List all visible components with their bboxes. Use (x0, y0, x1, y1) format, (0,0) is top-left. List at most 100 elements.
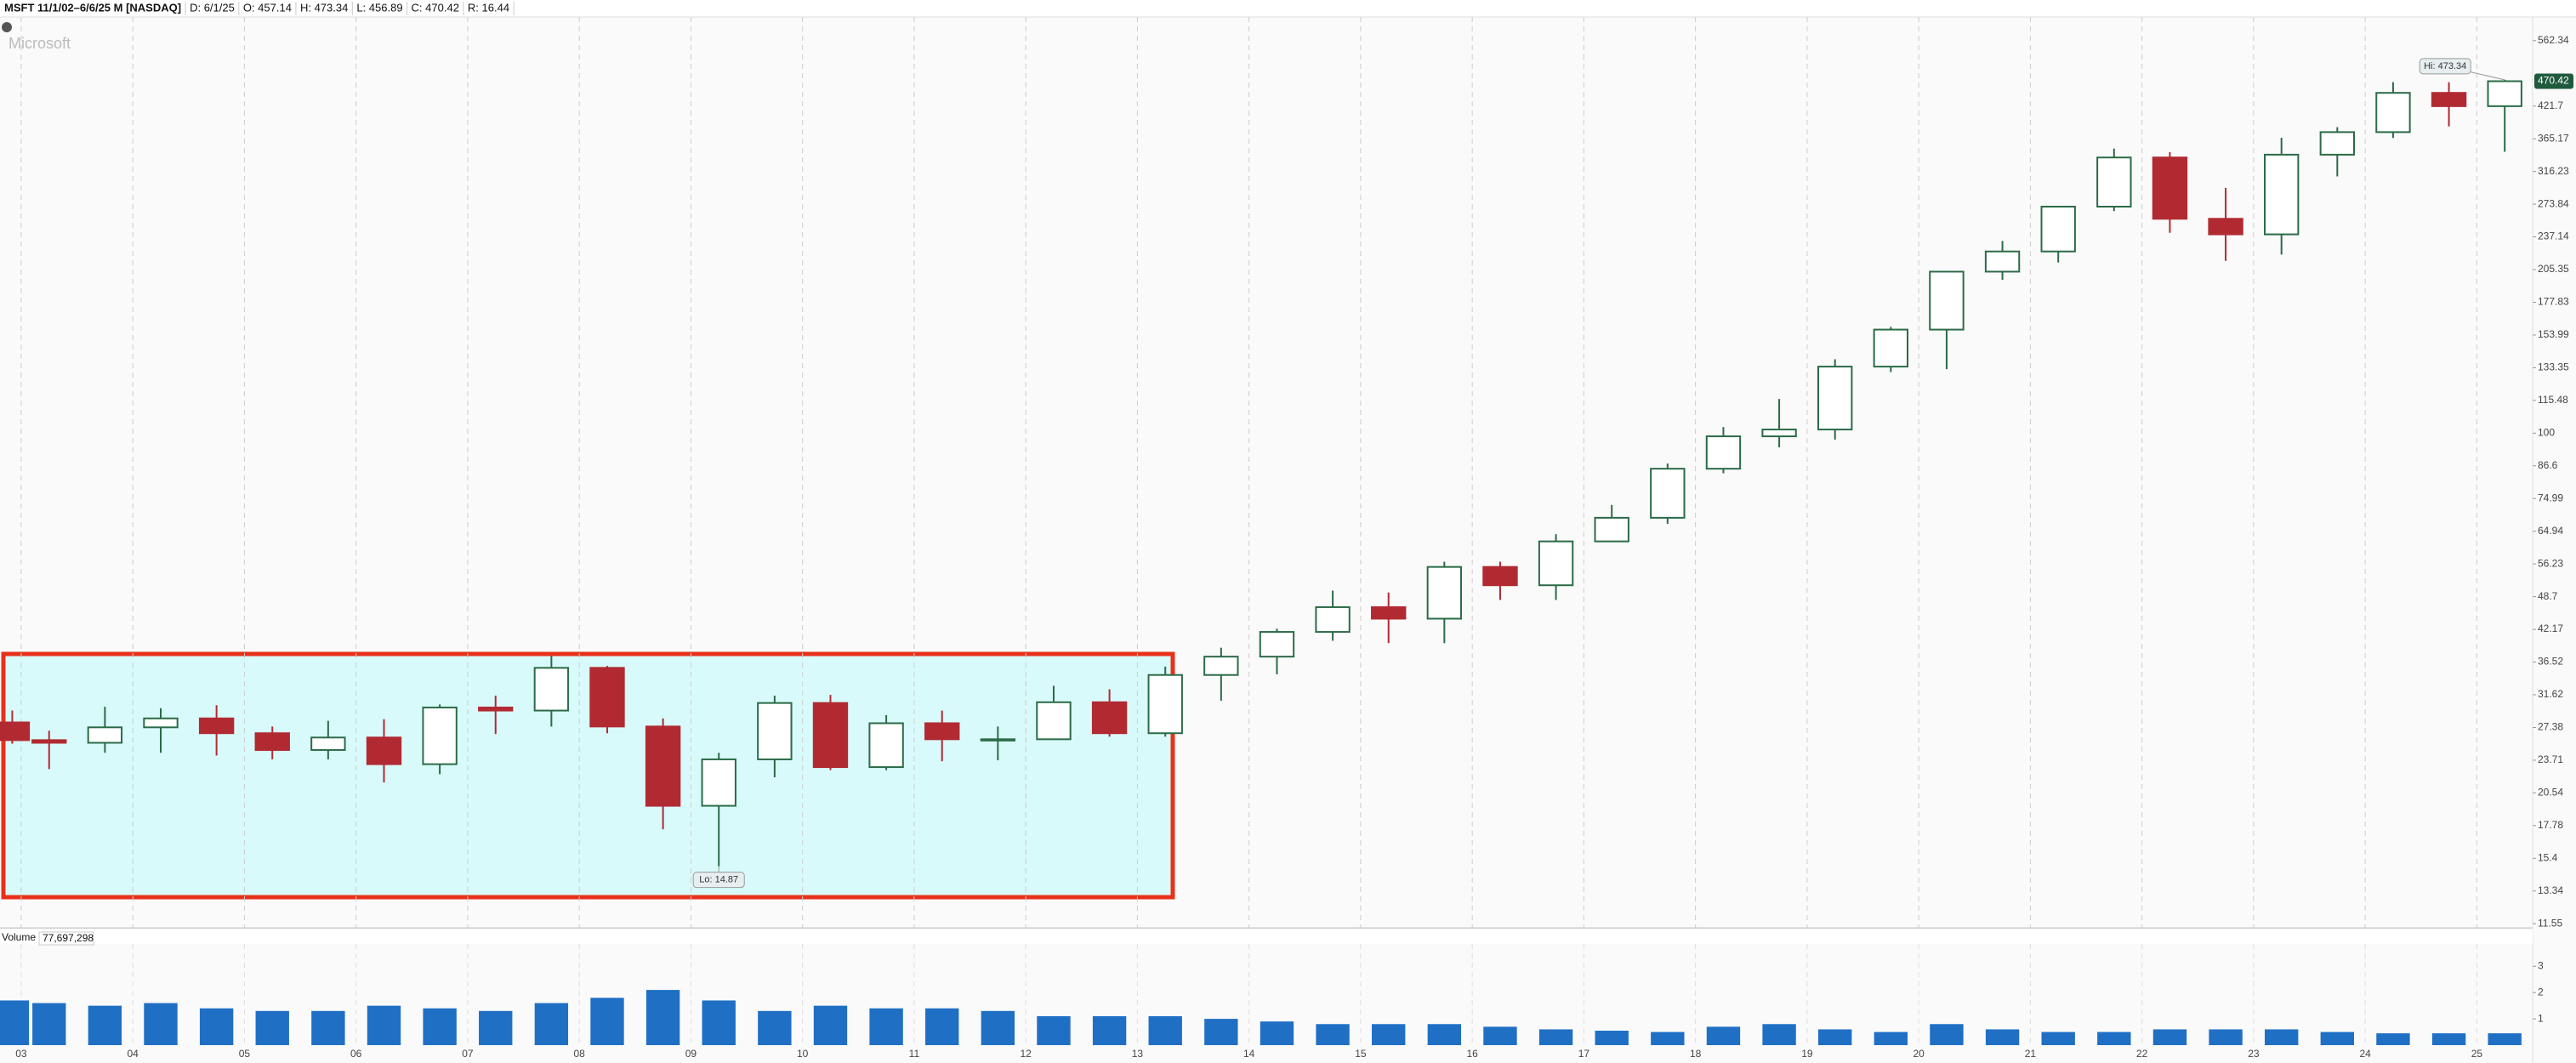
candle-body (1650, 468, 1686, 519)
volume-bar (479, 1010, 513, 1045)
volume-bar (88, 1005, 122, 1045)
candle-body (1705, 435, 1742, 470)
header-item: O: 457.14 (243, 1, 292, 14)
candle-body (1371, 605, 1407, 620)
x-tick-label: 19 (1801, 1048, 1813, 1060)
y-tick-label: 27.38 (2538, 721, 2563, 733)
y-tick-label: 86.6 (2538, 459, 2558, 471)
y-tick-label: 205.35 (2538, 263, 2569, 275)
x-tick-label: 05 (239, 1048, 251, 1060)
volume-bar (534, 1003, 569, 1045)
candle-body (478, 706, 514, 712)
x-tick-label: 15 (1355, 1048, 1367, 1060)
volume-bar (813, 1005, 848, 1045)
candle-body (645, 725, 681, 807)
volume-bar (2152, 1029, 2187, 1045)
x-tick-label: 24 (2359, 1048, 2371, 1060)
candle-body (1538, 540, 1574, 587)
volume-bar (1316, 1024, 1350, 1045)
candle-body (701, 758, 736, 807)
candle-body (198, 717, 235, 735)
annotation-text: Lo: 14.87 (699, 875, 738, 885)
y-tick-label: 11.55 (2538, 917, 2562, 929)
volume-bar (2041, 1032, 2075, 1045)
volume-bar (1818, 1029, 1852, 1045)
header-item: C: 470.42 (412, 1, 459, 14)
candle-body (1873, 328, 1909, 368)
x-tick-label: 22 (2136, 1048, 2148, 1060)
volume-bar (32, 1003, 66, 1045)
volume-bar (1595, 1031, 1629, 1045)
volume-bar (0, 1000, 30, 1045)
volume-value-box (38, 931, 94, 946)
volume-bar (1762, 1024, 1796, 1045)
y-tick-label: 64.94 (2538, 525, 2563, 537)
volume-bar (1874, 1032, 1908, 1045)
candle-body (868, 722, 904, 769)
header-item: H: 473.34 (300, 1, 348, 14)
x-tick-label: 11 (909, 1048, 920, 1060)
volume-bar (2431, 1033, 2466, 1045)
volume-bar (2488, 1033, 2522, 1045)
volume-bar (144, 1003, 178, 1045)
volume-bar (1483, 1026, 1517, 1045)
y-tick-label: 13.34 (2538, 884, 2563, 896)
candle-body (1482, 566, 1518, 587)
x-tick-label: 12 (1020, 1048, 1032, 1060)
volume-bar (199, 1008, 234, 1045)
volume-bar (925, 1008, 959, 1045)
volume-bar (1427, 1024, 1462, 1045)
candle-body (1984, 250, 2021, 273)
candle-body (422, 706, 458, 765)
volume-bar (1372, 1024, 1406, 1045)
volume-label: Volume (2, 931, 36, 943)
candle-body (87, 726, 123, 744)
volume-bar (702, 1000, 736, 1045)
y-tick-label: 15.4 (2538, 851, 2558, 863)
x-tick-label: 04 (128, 1048, 139, 1060)
candle-body (1091, 701, 1128, 735)
x-tick-label: 16 (1466, 1048, 1478, 1060)
y-tick-label: 56.23 (2538, 557, 2563, 569)
candle-body (2152, 156, 2188, 220)
y-tick-label: 273.84 (2538, 197, 2569, 209)
y-tick-label: 74.99 (2538, 492, 2563, 503)
candle-body (1761, 429, 1797, 438)
y-tick-label: 42.17 (2538, 622, 2563, 634)
y-tick-label: 153.99 (2538, 328, 2569, 340)
header-item: MSFT 11/1/02–6/6/25 M [NASDAQ] (4, 1, 181, 14)
candle-body (757, 702, 793, 760)
x-tick-label: 06 (350, 1048, 362, 1060)
volume-bar (311, 1010, 345, 1045)
volume-bar (1092, 1016, 1127, 1045)
volume-bar (2209, 1029, 2243, 1045)
candle-body (1203, 656, 1239, 676)
annotation-box (2419, 58, 2471, 75)
candle-body (924, 722, 960, 741)
volume-y-tick-label: 1 (2538, 1012, 2544, 1024)
volume-bar (1985, 1029, 2020, 1045)
header-item: L: 456.89 (356, 1, 402, 14)
volume-header (0, 929, 2533, 944)
y-tick-label: 177.83 (2538, 296, 2569, 308)
volume-bar (2097, 1032, 2131, 1045)
candle-body (2487, 80, 2522, 107)
x-tick-label: 17 (1578, 1048, 1590, 1060)
x-tick-label: 14 (1243, 1048, 1255, 1060)
info-icon[interactable] (2, 22, 12, 32)
volume-bar (1930, 1024, 1964, 1045)
x-tick-label: 20 (1913, 1048, 1925, 1060)
candle-body (254, 732, 290, 751)
price-badge-box (2534, 73, 2573, 89)
volume-bar (1706, 1026, 1741, 1045)
y-tick-label: 562.34 (2538, 34, 2569, 46)
volume-bar (869, 1008, 903, 1045)
candle-body (980, 738, 1016, 742)
volume-y-tick-label: 3 (2538, 959, 2544, 971)
volume-bar (2376, 1033, 2410, 1045)
candle-body (1259, 631, 1295, 658)
x-tick-label: 13 (1132, 1048, 1144, 1060)
y-tick-label: 237.14 (2538, 230, 2569, 242)
y-tick-label: 133.35 (2538, 361, 2569, 373)
